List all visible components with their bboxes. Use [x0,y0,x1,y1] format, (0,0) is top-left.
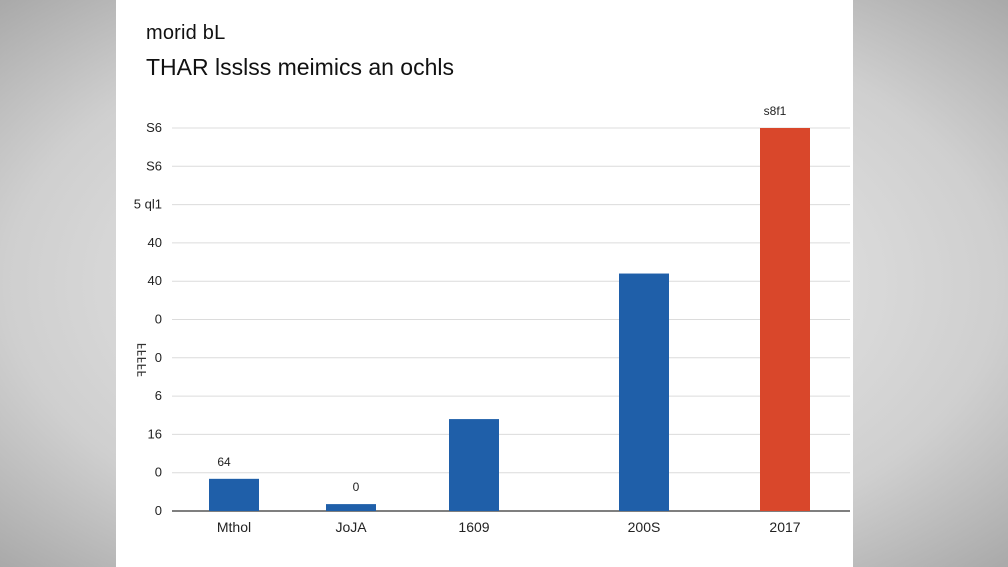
data-label: 0 [353,480,360,494]
y-tick-label: 16 [148,426,162,441]
y-tick-label: S6 [146,120,162,135]
data-label: 64 [217,455,231,469]
y-tick-label: 40 [148,273,162,288]
y-tick-label: 0 [155,312,162,327]
chart-title: THAR lsslss meimics an ochls [146,54,454,80]
x-tick-label: 2017 [769,519,800,535]
bar [619,273,669,511]
x-tick-label: JoJA [335,519,367,535]
x-tick-label: 200S [628,519,661,535]
y-tick-label: 6 [155,388,162,403]
bar [449,419,499,511]
y-tick-label: 5 ql1 [134,197,162,212]
y-tick-label: 0 [155,350,162,365]
y-axis-label: ꟻꟻꟻꟻꟻ [135,343,149,378]
y-tick-label: 0 [155,465,162,480]
bar [326,504,376,511]
y-tick-label: S6 [146,158,162,173]
y-tick-label: 0 [155,503,162,518]
chart-subtitle: morid bL [146,22,226,44]
y-tick-label: 40 [148,235,162,250]
x-tick-label: 1609 [458,519,489,535]
bar [760,128,810,511]
data-label: s8f1 [764,104,787,118]
bar [209,478,259,511]
x-tick-label: Mthol [217,519,251,535]
